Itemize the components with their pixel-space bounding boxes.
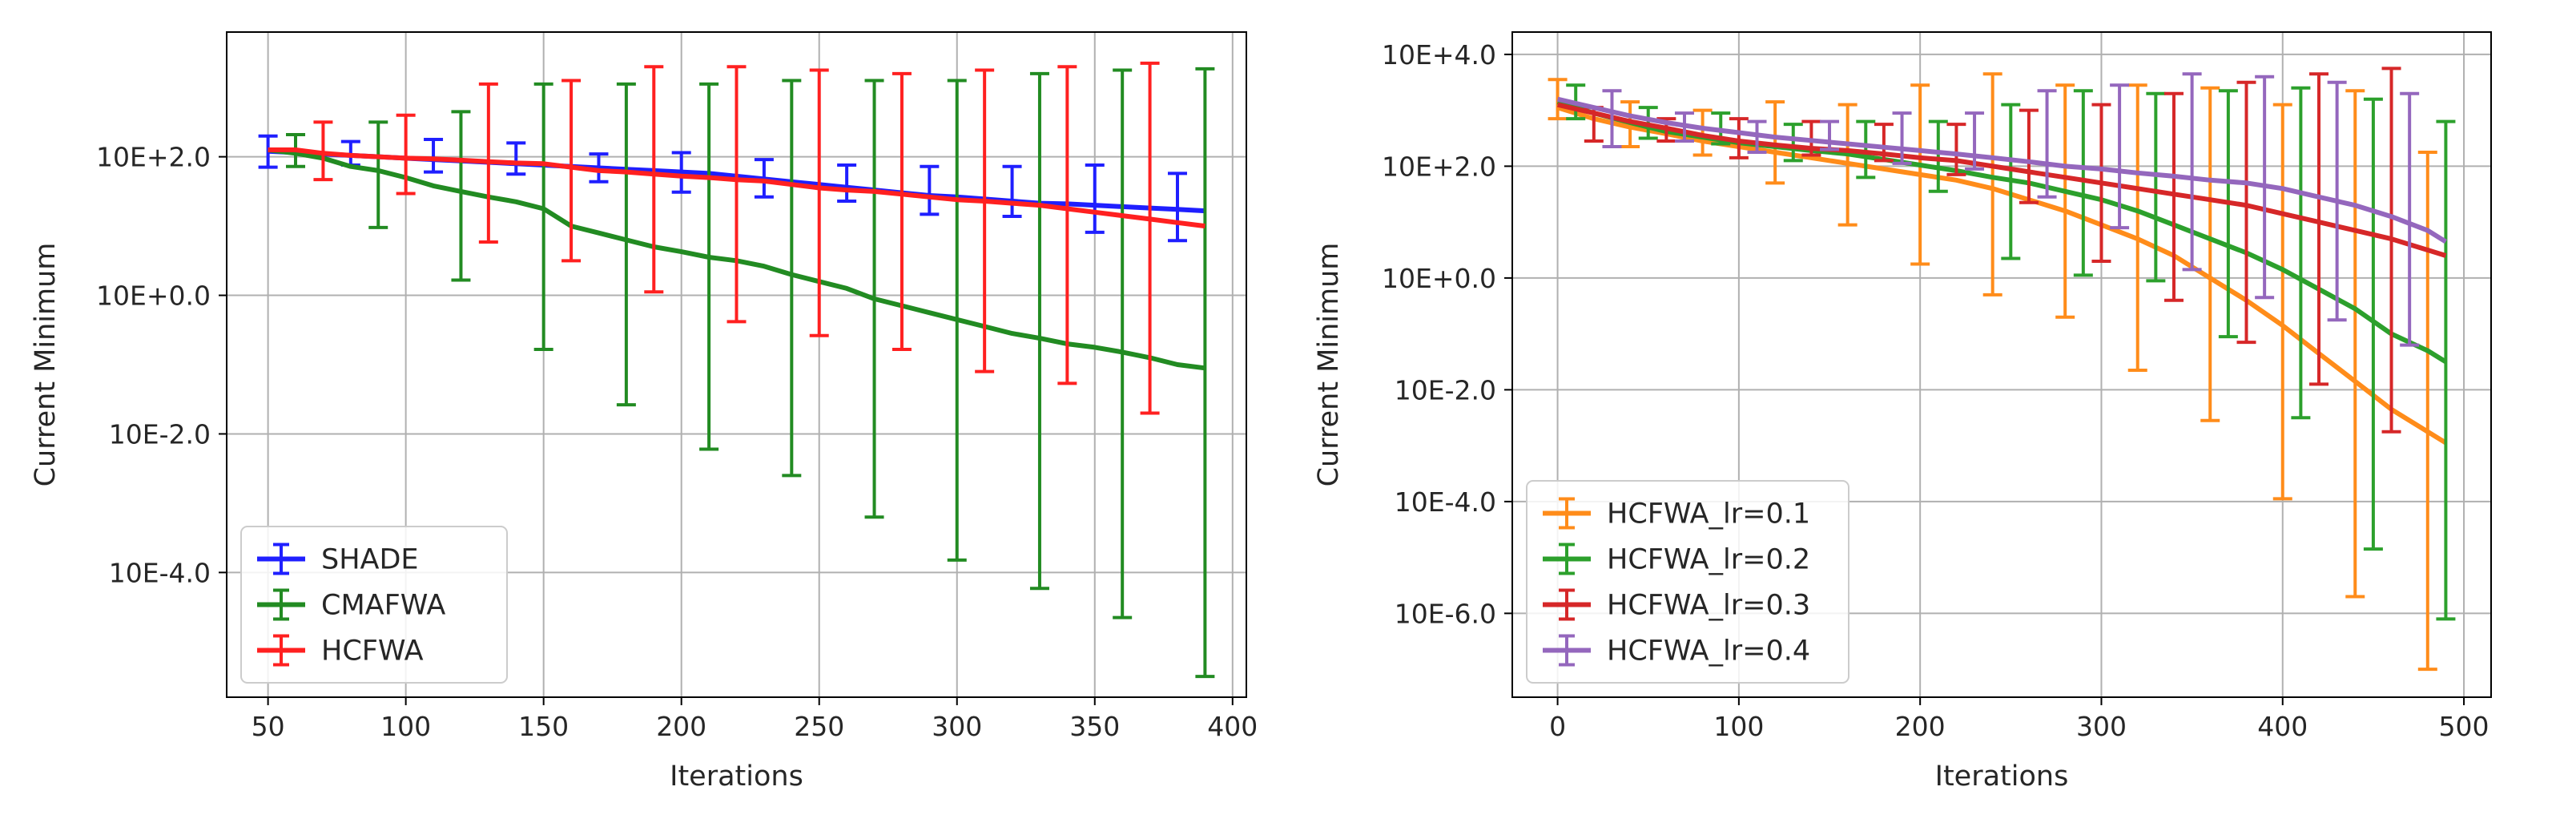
series-SHADE — [258, 134, 1205, 243]
x-axis-label: Iterations — [670, 761, 803, 793]
x-tick-label: 150 — [518, 711, 569, 742]
x-tick-label: 400 — [1207, 711, 1258, 742]
y-axis-label: Current Minimum — [1313, 243, 1345, 487]
y-tick-label: 10E+4.0 — [1382, 39, 1496, 71]
series-HCFWA_lr=0.1 — [1548, 72, 2447, 672]
plot-frame — [226, 31, 1247, 698]
legend-item: HCFWA_lr=0.3 — [1543, 588, 1810, 622]
legend-item: SHADE — [257, 543, 419, 576]
chart-2: 0 100 200 300 400 500 10E+4.0 10E+2.0 10E+0.0 10E… — [1313, 31, 2492, 793]
x-tick-label: 400 — [2257, 711, 2308, 742]
x-axis-label: Iterations — [1935, 761, 2069, 793]
legend-box — [240, 526, 508, 684]
legend-item: HCFWA_lr=0.4 — [1543, 634, 1810, 668]
legend-label: HCFWA_lr=0.4 — [1607, 635, 1810, 668]
y-tick-label: 10E-6.0 — [1395, 598, 1496, 629]
series-CMAFWA — [268, 67, 1215, 679]
x-tick-label: 200 — [656, 711, 706, 742]
legend-label: CMAFWA — [321, 590, 445, 622]
legend-label: SHADE — [321, 544, 419, 576]
series-line — [1556, 96, 2447, 244]
x-tick-label: 50 — [252, 711, 285, 742]
x-tick-label: 300 — [932, 711, 982, 742]
x-tick-label: 350 — [1069, 711, 1120, 742]
y-tick-label: 10E-4.0 — [109, 557, 211, 588]
legend: SHADE CMAFWA HCFWA — [240, 526, 508, 684]
legend: HCFWA_lr=0.1 HCFWA_lr=0.2 HCFWA_lr=0.3 HCFW… — [1526, 480, 1849, 684]
series-HCFWA_lr=0.3 — [1556, 67, 2447, 434]
x-tick-label: 300 — [2076, 711, 2127, 742]
legend-item: HCFWA_lr=0.1 — [1543, 497, 1810, 531]
x-tick-label: 100 — [380, 711, 431, 742]
legend-item: HCFWA — [257, 634, 424, 668]
x-tick-label: 100 — [1713, 711, 1764, 742]
chart-1: 50 100 150 200 250 300 350 400 10E+2.0 10E+0.0 10E… — [30, 31, 1258, 793]
x-tick-label: 250 — [794, 711, 844, 742]
y-tick-label: 10E-2.0 — [1395, 374, 1496, 405]
y-tick-label: 10E+0.0 — [96, 280, 211, 312]
y-tick-label: 10E+0.0 — [1382, 263, 1496, 294]
legend-label: HCFWA_lr=0.3 — [1607, 590, 1810, 622]
series-HCFWA_lr=0.4 — [1556, 72, 2447, 347]
y-tick-label: 10E-2.0 — [109, 418, 211, 450]
y-tick-label: 10E+2.0 — [1382, 151, 1496, 182]
legend-item: HCFWA_lr=0.2 — [1543, 543, 1810, 576]
legend-box — [1526, 480, 1849, 684]
legend-label: HCFWA — [321, 635, 424, 668]
y-axis-label: Current Minimum — [30, 243, 62, 487]
legend-label: HCFWA_lr=0.2 — [1607, 544, 1810, 576]
x-tick-label: 500 — [2439, 711, 2489, 742]
legend-item: CMAFWA — [257, 588, 445, 622]
series-HCFWA — [268, 61, 1205, 415]
y-tick-label: 10E-4.0 — [1395, 486, 1496, 518]
plot-frame — [1511, 31, 2492, 698]
legend-label: HCFWA_lr=0.1 — [1607, 498, 1810, 531]
x-tick-label: 200 — [1895, 711, 1946, 742]
series-line — [1556, 102, 2447, 258]
y-tick-label: 10E+2.0 — [96, 142, 211, 173]
x-tick-label: 0 — [1549, 711, 1566, 742]
series-line — [268, 147, 1205, 229]
